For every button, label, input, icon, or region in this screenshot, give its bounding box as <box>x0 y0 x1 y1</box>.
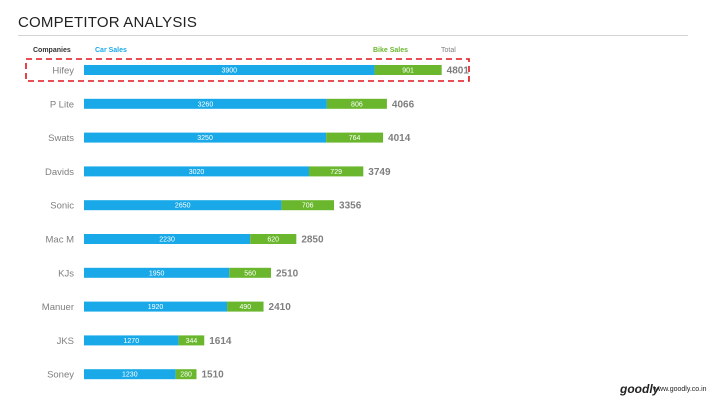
total-value: 2850 <box>301 235 324 246</box>
car-sales-value: 1230 <box>122 372 138 379</box>
category-label: P Lite <box>50 99 74 110</box>
car-sales-bar <box>84 98 327 109</box>
total-value: 2510 <box>276 268 299 279</box>
header-car-sales: Car Sales <box>95 47 127 54</box>
category-label: KJs <box>58 268 74 279</box>
page-title: COMPETITOR ANALYSIS <box>18 14 198 31</box>
car-sales-value: 3900 <box>221 68 237 75</box>
car-sales-bar <box>84 200 282 211</box>
bike-sales-value: 344 <box>186 338 198 345</box>
car-sales-bar <box>84 335 179 346</box>
bike-sales-bar <box>175 369 197 380</box>
bike-sales-bar <box>227 301 264 312</box>
total-value: 4066 <box>392 99 415 110</box>
total-value: 1614 <box>209 336 232 347</box>
category-label: Manuer <box>42 302 74 313</box>
bike-sales-bar <box>326 132 384 143</box>
car-sales-value: 3020 <box>189 169 205 176</box>
total-value: 1510 <box>201 370 224 381</box>
highlight-box <box>25 58 470 82</box>
bike-sales-bar <box>229 267 271 278</box>
car-sales-value: 2230 <box>159 237 175 244</box>
total-value: 3749 <box>368 167 391 178</box>
bike-sales-bar <box>250 234 297 244</box>
category-label: Swats <box>48 133 74 144</box>
header-companies: Companies <box>33 47 71 54</box>
bike-sales-bar <box>326 98 387 109</box>
car-sales-value: 1950 <box>149 270 165 277</box>
car-sales-bar <box>84 65 375 75</box>
bike-sales-value: 490 <box>239 304 251 311</box>
bike-sales-value: 560 <box>244 270 256 277</box>
category-label: Mac M <box>46 235 75 246</box>
car-sales-bar <box>84 234 251 244</box>
bike-sales-value: 806 <box>351 101 363 108</box>
category-label: Sonic <box>50 201 74 212</box>
footer-url: www.goodly.co.in <box>653 386 707 393</box>
bike-sales-value: 706 <box>302 203 314 210</box>
header-bike-sales: Bike Sales <box>373 47 409 54</box>
category-label: Soney <box>47 370 74 381</box>
car-sales-value: 3250 <box>197 135 213 142</box>
car-sales-bar <box>84 369 176 380</box>
category-label: JKS <box>57 336 74 347</box>
bike-sales-bar <box>308 166 364 177</box>
car-sales-value: 1270 <box>124 338 140 345</box>
bike-sales-value: 901 <box>402 68 414 75</box>
bike-sales-value: 620 <box>267 237 279 244</box>
car-sales-value: 2650 <box>175 203 191 210</box>
category-label: Davids <box>45 167 74 178</box>
footer-logo: goodly <box>620 382 660 396</box>
car-sales-bar <box>84 267 230 278</box>
title-divider <box>18 35 688 36</box>
car-sales-bar <box>84 301 228 312</box>
total-value: 2410 <box>269 302 292 313</box>
bike-sales-bar <box>281 200 335 211</box>
bike-sales-bar <box>178 335 205 346</box>
car-sales-bar <box>84 132 327 143</box>
car-sales-bar <box>84 166 309 177</box>
car-sales-value: 3260 <box>198 101 214 108</box>
total-value: 3356 <box>339 201 362 212</box>
car-sales-value: 1920 <box>148 304 164 311</box>
bike-sales-bar <box>374 65 442 75</box>
total-value: 4014 <box>388 133 411 144</box>
category-label: Hifey <box>52 66 74 77</box>
bike-sales-value: 764 <box>349 135 361 142</box>
header-total: Total <box>441 47 456 54</box>
bike-sales-value: 729 <box>330 169 342 176</box>
total-value: 4801 <box>447 66 470 77</box>
bike-sales-value: 280 <box>180 372 192 379</box>
